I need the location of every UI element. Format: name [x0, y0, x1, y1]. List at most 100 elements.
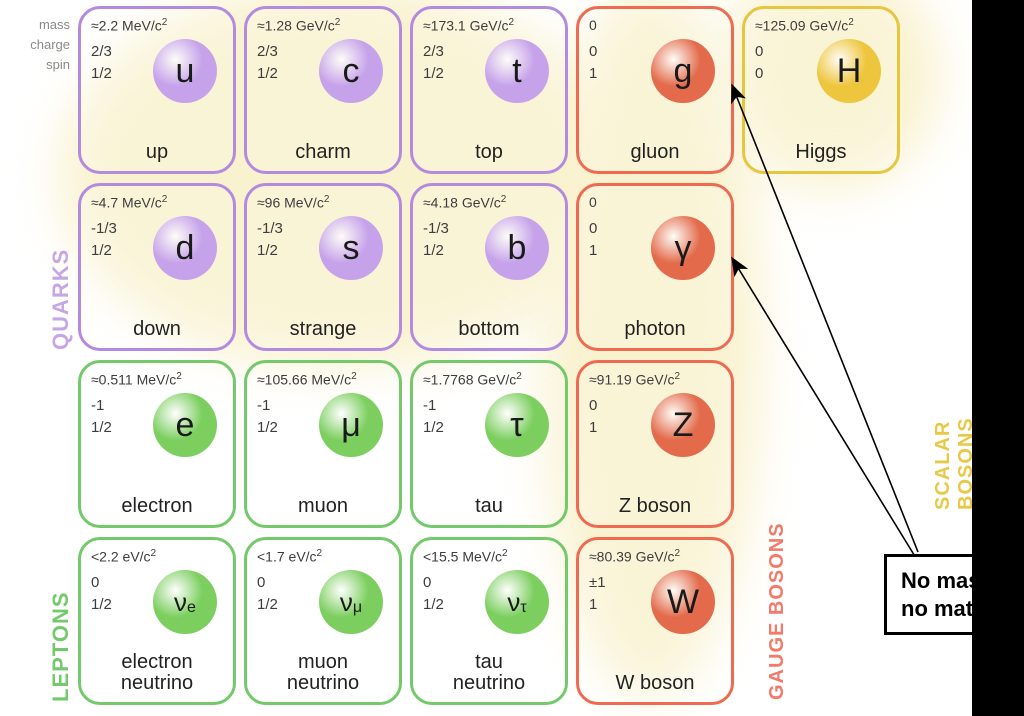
particle-card-muon-neutrino: <1.7 eV/c2 0 1/2 νμ muon neutrino: [244, 537, 402, 705]
particle-name: Higgs: [745, 142, 897, 163]
particle-charge: -1: [257, 397, 270, 414]
particle-card-tau: ≈1.7768 GeV/c2 -1 1/2 τ tau: [410, 360, 568, 528]
particle-spin: 1: [589, 596, 597, 613]
particle-card-strange: ≈96 MeV/c2 -1/3 1/2 s strange: [244, 183, 402, 351]
particle-spin: 1/2: [257, 596, 278, 613]
particle-card-top: ≈173.1 GeV/c2 2/3 1/2 t top: [410, 6, 568, 174]
particle-symbol: d: [153, 216, 217, 280]
particle-symbol: νμ: [319, 570, 383, 634]
particle-spin: 1: [589, 242, 597, 259]
particle-charge: 0: [589, 220, 597, 237]
particle-charge: -1: [91, 397, 104, 414]
right-black-bar: [972, 0, 1024, 716]
particle-spin: 1/2: [91, 596, 112, 613]
particle-name: W boson: [579, 673, 731, 694]
particle-mass: 0: [589, 194, 597, 210]
particle-mass: ≈96 MeV/c2: [257, 194, 329, 211]
particle-charge: 0: [257, 574, 265, 591]
particle-name: electron neutrino: [81, 652, 233, 694]
particle-card-electron: ≈0.511 MeV/c2-11/2eelectron: [78, 360, 236, 528]
particle-charge: -1: [423, 397, 436, 414]
particle-charge: 2/3: [423, 43, 444, 60]
particle-spin: 1/2: [91, 419, 112, 436]
particle-card-muon: ≈105.66 MeV/c2 -1 1/2 μ muon: [244, 360, 402, 528]
particle-mass: ≈1.28 GeV/c2: [257, 17, 340, 34]
particle-spin: 1/2: [91, 65, 112, 82]
particle-charge: 2/3: [91, 43, 112, 60]
particle-charge: 0: [91, 574, 99, 591]
particle-charge: 2/3: [257, 43, 278, 60]
particle-card-bottom: ≈4.18 GeV/c2-1/31/2bbottom: [410, 183, 568, 351]
particle-mass: ≈91.19 GeV/c2: [589, 371, 680, 388]
category-label-gauge: GAUGE BOSONS: [766, 522, 789, 700]
particle-spin: 1: [589, 65, 597, 82]
particle-card-photon: 0 0 1 γ photon: [576, 183, 734, 351]
particle-mass: ≈2.2 MeV/c2: [91, 17, 167, 34]
particle-name: photon: [579, 319, 731, 340]
particle-name: down: [81, 319, 233, 340]
label-mass: mass: [8, 15, 70, 35]
label-spin: spin: [8, 55, 70, 75]
particle-name: muon: [247, 496, 399, 517]
particle-card-W-boson: ≈80.39 GeV/c2 ±1 1 W W boson: [576, 537, 734, 705]
particle-symbol: t: [485, 39, 549, 103]
particle-charge: ±1: [589, 574, 606, 591]
particle-charge: -1/3: [257, 220, 283, 237]
particle-mass: ≈105.66 MeV/c2: [257, 371, 357, 388]
particle-symbol: νe: [153, 570, 217, 634]
particle-symbol: b: [485, 216, 549, 280]
particle-symbol: c: [319, 39, 383, 103]
particle-spin: 0: [755, 65, 763, 82]
particle-spin: 1/2: [91, 242, 112, 259]
particle-symbol: Z: [651, 393, 715, 457]
particle-mass: ≈0.511 MeV/c2: [91, 371, 182, 388]
particle-card-electron-neutrino: <2.2 eV/c2 0 1/2 νe electron neutrino: [78, 537, 236, 705]
particle-name: charm: [247, 142, 399, 163]
particle-charge: 0: [423, 574, 431, 591]
particle-card-gluon: 001ggluon: [576, 6, 734, 174]
particle-symbol: γ: [651, 216, 715, 280]
particle-symbol: s: [319, 216, 383, 280]
particle-symbol: ντ: [485, 570, 549, 634]
particle-mass: <1.7 eV/c2: [257, 548, 322, 565]
particle-name: tau: [413, 496, 565, 517]
particle-spin: 1/2: [423, 596, 444, 613]
particle-charge: 0: [589, 397, 597, 414]
particle-spin: 1/2: [257, 419, 278, 436]
particle-mass: ≈1.7768 GeV/c2: [423, 371, 522, 388]
particle-charge: 0: [755, 43, 763, 60]
particle-mass: ≈80.39 GeV/c2: [589, 548, 680, 565]
particle-name: strange: [247, 319, 399, 340]
particle-symbol: τ: [485, 393, 549, 457]
particle-name: top: [413, 142, 565, 163]
particle-name: muon neutrino: [247, 652, 399, 694]
particle-mass: <15.5 MeV/c2: [423, 548, 508, 565]
particle-card-charm: ≈1.28 GeV/c22/31/2ccharm: [244, 6, 402, 174]
particle-charge: -1/3: [423, 220, 449, 237]
particle-spin: 1: [589, 419, 597, 436]
particle-card-up: ≈2.2 MeV/c22/31/2uup: [78, 6, 236, 174]
particle-card-Higgs: ≈125.09 GeV/c200HHiggs: [742, 6, 900, 174]
particle-mass: 0: [589, 17, 597, 33]
particle-mass: ≈173.1 GeV/c2: [423, 17, 514, 34]
particle-mass: ≈4.18 GeV/c2: [423, 194, 506, 211]
particle-card-tau-neutrino: <15.5 MeV/c2 0 1/2 ντ tau neutrino: [410, 537, 568, 705]
particle-mass: <2.2 eV/c2: [91, 548, 156, 565]
particle-symbol: W: [651, 570, 715, 634]
particle-symbol: μ: [319, 393, 383, 457]
particle-spin: 1/2: [423, 419, 444, 436]
category-label-leptons: LEPTONS: [48, 591, 74, 702]
particle-card-Z-boson: ≈91.19 GeV/c201ZZ boson: [576, 360, 734, 528]
particle-mass: ≈4.7 MeV/c2: [91, 194, 167, 211]
particle-symbol: H: [817, 39, 881, 103]
property-labels: mass charge spin: [8, 15, 70, 75]
particle-name: up: [81, 142, 233, 163]
particle-symbol: g: [651, 39, 715, 103]
particle-spin: 1/2: [257, 242, 278, 259]
particle-name: tau neutrino: [413, 652, 565, 694]
particle-name: gluon: [579, 142, 731, 163]
particle-charge: -1/3: [91, 220, 117, 237]
particle-card-down: ≈4.7 MeV/c2 -1/3 1/2 d down: [78, 183, 236, 351]
particle-spin: 1/2: [423, 242, 444, 259]
particle-spin: 1/2: [423, 65, 444, 82]
